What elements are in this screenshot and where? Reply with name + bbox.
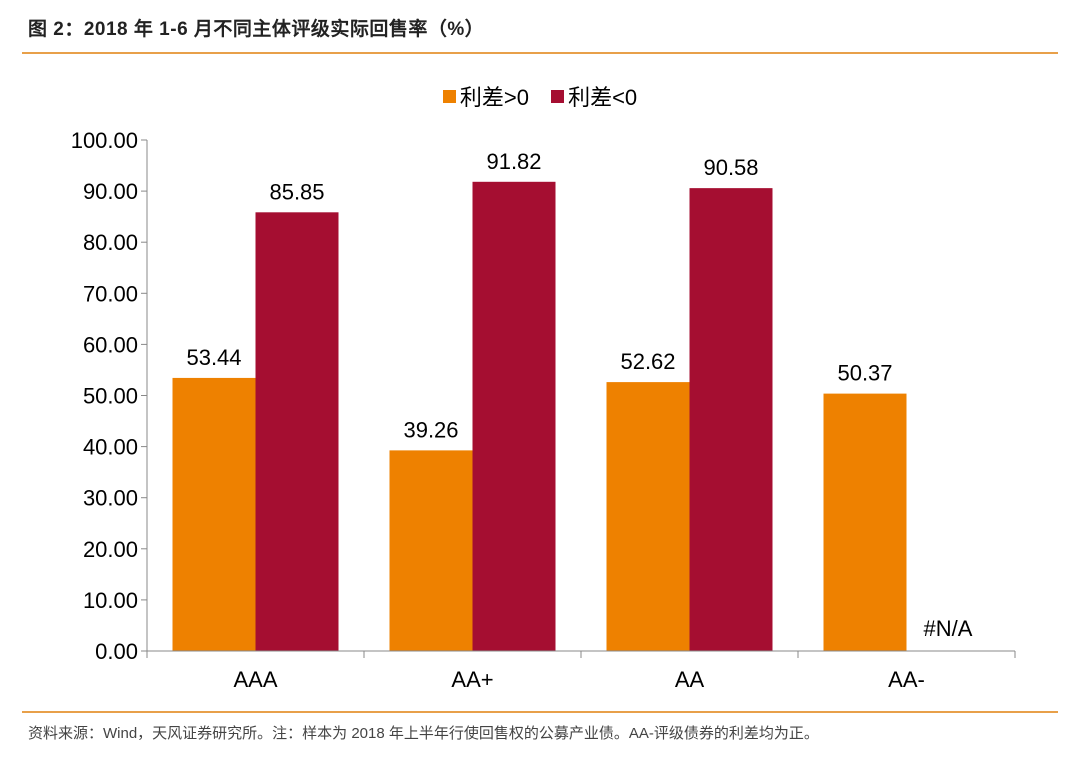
bar-negative <box>472 181 556 651</box>
x-tick-label: AA+ <box>451 667 493 692</box>
x-tick-label: AA- <box>888 667 925 692</box>
legend-label-negative: 利差<0 <box>568 85 638 110</box>
y-tick-label: 20.00 <box>83 537 138 562</box>
data-label: 52.62 <box>620 349 675 374</box>
y-tick-label: 30.00 <box>83 486 138 511</box>
data-label: 50.37 <box>837 361 892 386</box>
x-tick-label: AAA <box>233 667 277 692</box>
legend-swatch-positive <box>442 89 456 103</box>
legend-swatch-negative <box>551 89 565 103</box>
data-label: 85.85 <box>269 179 324 204</box>
data-label: 39.26 <box>403 417 458 442</box>
y-tick-label: 0.00 <box>95 639 138 664</box>
y-tick-label: 40.00 <box>83 435 138 460</box>
y-tick-label: 70.00 <box>83 281 138 306</box>
data-label: 91.82 <box>486 149 541 174</box>
y-tick-label: 100.00 <box>71 128 138 153</box>
data-label: 90.58 <box>703 155 758 180</box>
figure-title: 图 2：2018 年 1-6 月不同主体评级实际回售率（%） <box>28 19 485 40</box>
legend-item-negative: 利差<0 <box>551 80 637 112</box>
legend-item-positive: 利差>0 <box>442 80 529 112</box>
bar-positive <box>823 393 907 651</box>
y-tick-label: 80.00 <box>83 230 138 255</box>
y-tick-label: 60.00 <box>83 332 138 357</box>
source-note: 资料来源：Wind，天风证券研究所。注：样本为 2018 年上半年行使回售权的公… <box>28 725 819 742</box>
y-tick-label: 10.00 <box>83 588 138 613</box>
data-label: #N/A <box>924 616 973 641</box>
bar-chart: 0.00 10.00 20.00 30.00 40.00 50.00 60.00 70.00 8… <box>71 128 1016 692</box>
bar-positive <box>606 382 690 651</box>
chart-legend: 利差>0 利差<0 <box>0 80 1080 112</box>
bar-negative <box>689 188 773 651</box>
data-label: 53.44 <box>186 345 241 370</box>
bottom-divider <box>22 711 1058 713</box>
bar-positive <box>172 377 256 651</box>
top-divider <box>22 52 1058 54</box>
x-tick-label: AA <box>675 667 705 692</box>
y-tick-label: 90.00 <box>83 179 138 204</box>
bar-positive <box>389 450 473 651</box>
y-tick-label: 50.00 <box>83 384 138 409</box>
legend-label-positive: 利差>0 <box>459 85 529 110</box>
bar-negative <box>255 212 339 651</box>
